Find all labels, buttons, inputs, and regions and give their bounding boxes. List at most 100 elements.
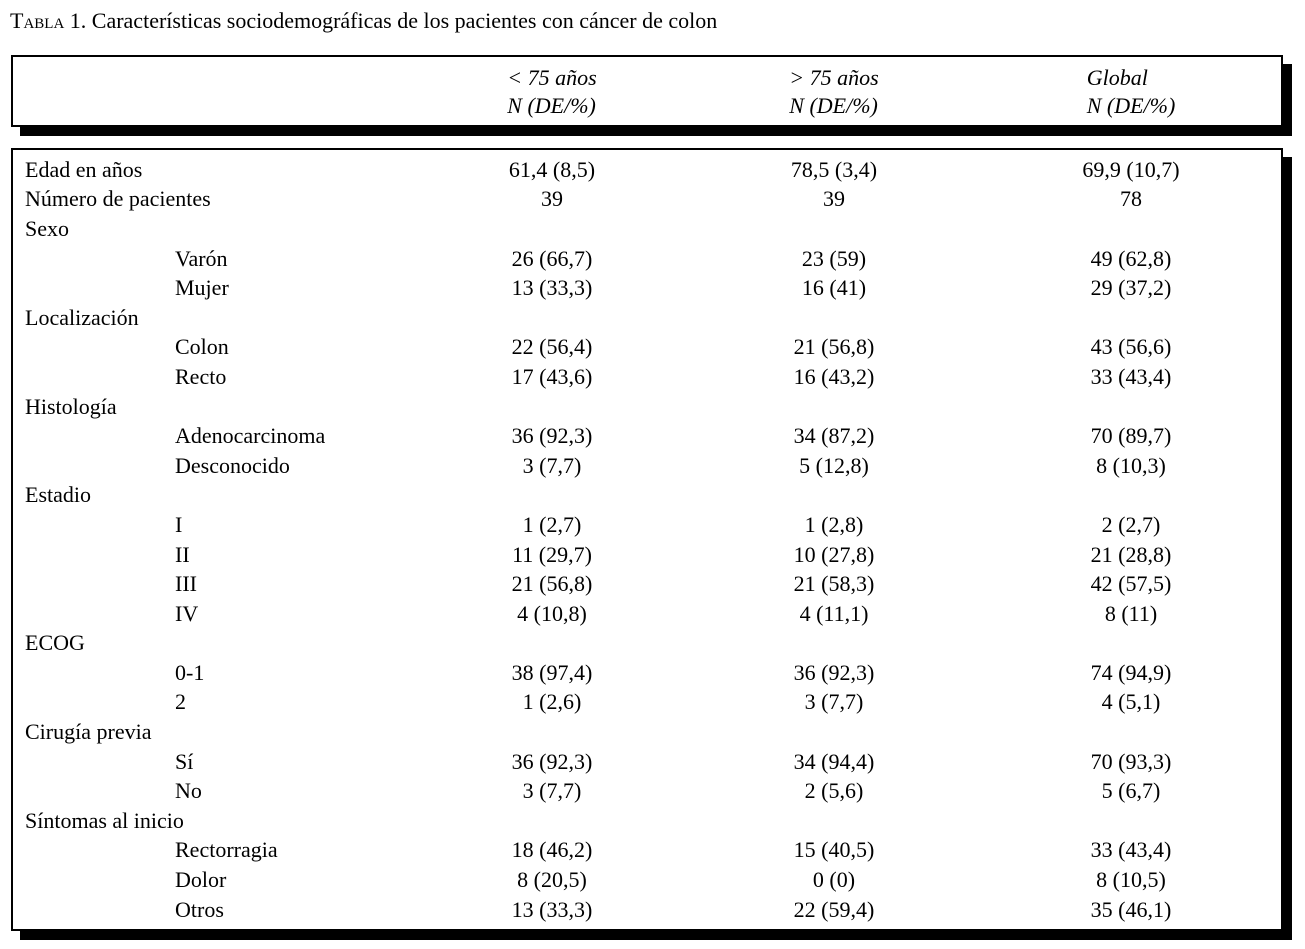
row-value-under-75: 26 (66,7) (511, 245, 593, 271)
row-label: IV (175, 600, 199, 626)
row-value-over-75: 5 (12,8) (799, 452, 869, 478)
table-row: II 11 (29,7) 10 (27,8) 21 (28,8) (13, 540, 1281, 570)
row-label: I (175, 511, 183, 537)
row-value-global: 69,9 (10,7) (1082, 156, 1180, 182)
row-label: Histología (25, 393, 117, 419)
table-row: Cirugía previa (13, 717, 1281, 747)
row-value-under-75: 17 (43,6) (511, 363, 593, 389)
row-value-under-75: 38 (97,4) (511, 659, 593, 685)
table-row: Histología (13, 392, 1281, 422)
row-value-under-75: 8 (20,5) (517, 867, 587, 893)
row-label: Número de pacientes (25, 186, 211, 212)
row-value-under-75: 3 (7,7) (522, 452, 582, 478)
header-cell-global: Global N (DE/%) (981, 64, 1281, 120)
table-row: Estadio (13, 481, 1281, 511)
row-value-under-75: 3 (7,7) (522, 778, 582, 804)
table-body-rows: Edad en años 61,4 (8,5) 78,5 (3,4) 69,9 … (13, 155, 1281, 924)
row-value-under-75: 13 (33,3) (511, 275, 593, 301)
row-value-under-75: 22 (56,4) (511, 334, 593, 360)
table-row: Rectorragia 18 (46,2) 15 (40,5) 33 (43,4… (13, 836, 1281, 866)
header-under-75-label: < 75 años (507, 65, 597, 90)
row-label: Dolor (175, 867, 227, 893)
row-label: ECOG (25, 630, 85, 656)
row-value-under-75: 36 (92,3) (511, 748, 593, 774)
row-label: Adenocarcinoma (175, 423, 326, 449)
table-caption-text: Características sociodemográficas de los… (86, 8, 718, 33)
header-cell-over-75: > 75 años N (DE/%) (687, 64, 981, 120)
row-value-global: 29 (37,2) (1090, 275, 1172, 301)
row-value-global: 35 (46,1) (1090, 896, 1172, 922)
table-row: 2 1 (2,6) 3 (7,7) 4 (5,1) (13, 688, 1281, 718)
row-value-over-75: 78,5 (3,4) (790, 156, 878, 182)
table-row: Sí 36 (92,3) 34 (94,4) 70 (93,3) (13, 747, 1281, 777)
row-value-global: 49 (62,8) (1090, 245, 1172, 271)
row-value-over-75: 0 (0) (812, 867, 856, 893)
row-value-over-75: 23 (59) (801, 245, 867, 271)
row-label: Sí (175, 748, 194, 774)
row-value-over-75: 16 (41) (801, 275, 867, 301)
row-value-under-75: 39 (541, 186, 563, 212)
row-value-under-75: 36 (92,3) (511, 423, 593, 449)
row-value-global: 78 (1120, 186, 1142, 212)
row-label: Varón (175, 245, 228, 271)
row-label: III (175, 571, 197, 597)
row-value-global: 70 (93,3) (1090, 748, 1172, 774)
table-row: Mujer 13 (33,3) 16 (41) 29 (37,2) (13, 273, 1281, 303)
header-cell-under-75: < 75 años N (DE/%) (417, 64, 687, 120)
header-over-75-unit: N (DE/%) (789, 93, 878, 118)
row-label: 0-1 (175, 659, 205, 685)
table-row: Varón 26 (66,7) 23 (59) 49 (62,8) (13, 244, 1281, 274)
row-label: Cirugía previa (25, 719, 152, 745)
row-value-global: 33 (43,4) (1090, 837, 1172, 863)
row-label: Desconocido (175, 452, 290, 478)
row-label: Otros (175, 896, 224, 922)
table-row: 0-1 38 (97,4) 36 (92,3) 74 (94,9) (13, 658, 1281, 688)
row-value-global: 74 (94,9) (1090, 659, 1172, 685)
row-value-under-75: 21 (56,8) (511, 571, 593, 597)
table-row: Localización (13, 303, 1281, 333)
header-global-label: Global (1086, 65, 1148, 90)
row-value-global: 42 (57,5) (1090, 571, 1172, 597)
row-label: No (175, 778, 202, 804)
table-row: I 1 (2,7) 1 (2,8) 2 (2,7) (13, 510, 1281, 540)
row-label: II (175, 541, 190, 567)
row-label: Síntomas al inicio (25, 807, 184, 833)
table-caption: Tabla 1. Características sociodemográfic… (10, 8, 1305, 34)
row-value-global: 8 (10,5) (1096, 867, 1166, 893)
table-row: ECOG (13, 629, 1281, 659)
table-header-box: < 75 años N (DE/%) > 75 años N (DE/%) Gl… (11, 55, 1283, 127)
table-header-row: < 75 años N (DE/%) > 75 años N (DE/%) Gl… (13, 64, 1281, 120)
row-label: Rectorragia (175, 837, 278, 863)
row-value-global: 21 (28,8) (1090, 541, 1172, 567)
table-row: No 3 (7,7) 2 (5,6) 5 (6,7) (13, 776, 1281, 806)
row-value-under-75: 61,4 (8,5) (508, 156, 596, 182)
row-value-over-75: 34 (94,4) (793, 748, 875, 774)
table-row: Desconocido 3 (7,7) 5 (12,8) 8 (10,3) (13, 451, 1281, 481)
row-value-global: 4 (5,1) (1101, 689, 1161, 715)
row-value-global: 5 (6,7) (1101, 778, 1161, 804)
row-value-over-75: 10 (27,8) (793, 541, 875, 567)
row-label: Estadio (25, 482, 91, 508)
row-value-global: 8 (11) (1104, 600, 1158, 626)
table-row: Dolor 8 (20,5) 0 (0) 8 (10,5) (13, 865, 1281, 895)
row-value-under-75: 1 (2,7) (522, 511, 582, 537)
row-value-global: 70 (89,7) (1090, 423, 1172, 449)
table-row: Colon 22 (56,4) 21 (56,8) 43 (56,6) (13, 333, 1281, 363)
table-row: Adenocarcinoma 36 (92,3) 34 (87,2) 70 (8… (13, 421, 1281, 451)
row-value-over-75: 22 (59,4) (793, 896, 875, 922)
row-label: Recto (175, 363, 227, 389)
header-over-75-label: > 75 años (789, 65, 879, 90)
header-global-unit: N (DE/%) (1086, 93, 1176, 118)
row-value-global: 33 (43,4) (1090, 363, 1172, 389)
row-value-over-75: 2 (5,6) (804, 778, 864, 804)
row-label: Edad en años (25, 156, 143, 182)
row-value-under-75: 18 (46,2) (511, 837, 593, 863)
row-label: Mujer (175, 275, 229, 301)
row-label: Colon (175, 334, 229, 360)
row-value-over-75: 39 (823, 186, 845, 212)
header-under-75-unit: N (DE/%) (507, 93, 596, 118)
row-label: Localización (25, 304, 139, 330)
row-value-under-75: 1 (2,6) (522, 689, 582, 715)
row-value-over-75: 34 (87,2) (793, 423, 875, 449)
row-value-over-75: 15 (40,5) (793, 837, 875, 863)
